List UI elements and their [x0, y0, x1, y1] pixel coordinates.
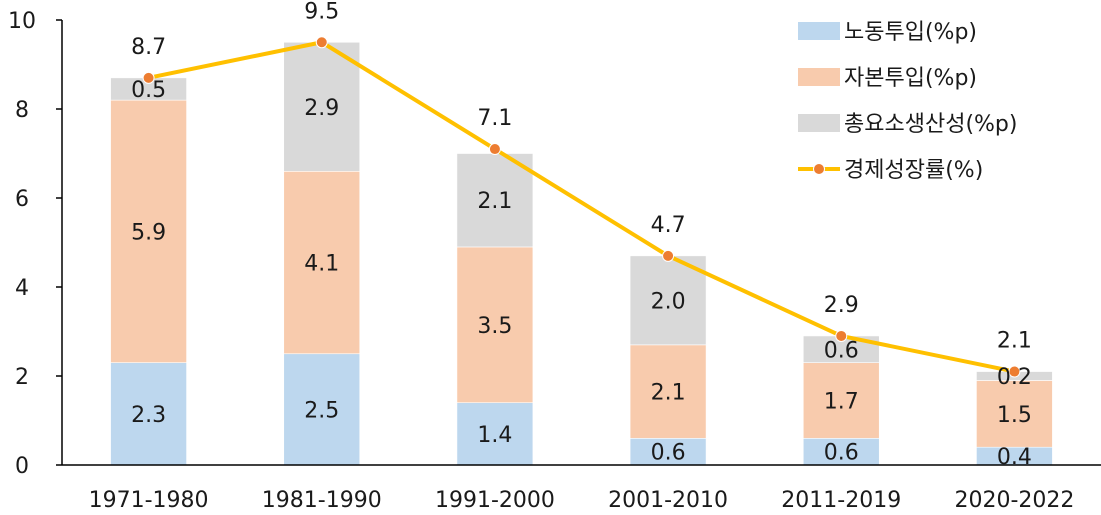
- bar-layer: [110, 41, 1053, 466]
- growth-rate-label-2: 9.5: [304, 0, 339, 24]
- x-tick-label-5: 2011-2019: [781, 488, 901, 513]
- y-tick-label-3: 4: [15, 276, 29, 301]
- growth-rate-line: [148, 40, 1015, 374]
- legend-label-1: 노동투입(%p): [844, 20, 977, 45]
- bar-value-label-3-1: 0.5: [131, 78, 166, 103]
- bar-value-label-3-2: 2.9: [304, 96, 339, 121]
- axes-layer: 0 2 4 6 8 10 1971-1980 1981-1990 1991-2000 2001-2…: [8, 9, 1101, 513]
- bar-segment-2-2: [283, 171, 361, 355]
- legend-label-3: 총요소생산성(%p): [844, 112, 1017, 137]
- legend-swatch-3: [798, 114, 840, 132]
- bar-value-label-2-3: 3.5: [477, 314, 512, 339]
- bar-segment-2-1: [110, 99, 187, 363]
- legend-swatch-1: [798, 22, 840, 40]
- x-tick-label-3: 1991-2000: [435, 488, 555, 513]
- growth-rate-point-2: [315, 36, 328, 49]
- y-tick-label-1: 0: [15, 454, 29, 479]
- bar-segment-3-4: [629, 255, 707, 346]
- bar-value-label-3-4: 2.0: [651, 289, 686, 314]
- bar-segment-2-6: [976, 380, 1053, 448]
- bar-segment-2-4: [629, 344, 707, 439]
- growth-rate-point-3: [488, 143, 501, 156]
- bar-value-label-2-1: 5.9: [131, 220, 166, 245]
- bar-value-label-2-4: 2.1: [651, 381, 686, 406]
- bar-value-label-1-5: 0.6: [824, 441, 859, 466]
- growth-rate-label-6: 2.1: [997, 329, 1032, 354]
- legend-label-4: 경제성장률(%): [844, 158, 983, 183]
- bar-value-label-1-3: 1.4: [477, 423, 512, 448]
- growth-rate-point-6: [1008, 365, 1021, 378]
- bar-segment-3-2: [283, 41, 361, 172]
- y-tick-label-5: 8: [15, 98, 29, 123]
- bar-value-label-1-6: 0.4: [997, 445, 1032, 470]
- legend-marker-swatch: [813, 163, 825, 175]
- growth-rate-point-5: [835, 329, 848, 342]
- x-tick-label-6: 2020-2022: [954, 488, 1074, 513]
- y-tick-label-4: 6: [15, 187, 29, 212]
- data-label-layer: 2.3 2.5 1.4 0.6 0.6 0.4 5.9 4.1 3.5 2.1 1.7 1.5 0.5 2…: [131, 0, 1032, 470]
- bar-value-label-1-1: 2.3: [131, 403, 166, 428]
- bar-segment-1-2: [283, 353, 361, 466]
- bar-segment-1-4: [629, 437, 707, 466]
- growth-rate-point-4: [662, 249, 675, 262]
- growth-rate-label-5: 2.9: [824, 293, 859, 318]
- legend-label-2: 자본투입(%p): [844, 66, 977, 91]
- bar-value-label-2-2: 4.1: [304, 252, 339, 277]
- growth-rate-label-3: 7.1: [477, 106, 512, 131]
- legend-swatch-2: [798, 68, 840, 86]
- bar-segment-3-3: [456, 153, 534, 248]
- y-tick-label-6: 10: [8, 9, 36, 34]
- bar-value-label-3-5: 0.6: [824, 338, 859, 363]
- growth-rate-label-4: 4.7: [651, 213, 686, 238]
- legend: 노동투입(%p) 자본투입(%p) 총요소생산성(%p) 경제성장률(%): [798, 20, 1017, 183]
- bar-value-label-2-5: 1.7: [824, 389, 859, 414]
- bar-segment-2-3: [456, 246, 534, 403]
- x-tick-label-2: 1981-1990: [262, 488, 382, 513]
- x-tick-label-1: 1971-1980: [89, 488, 209, 513]
- bar-value-label-1-4: 0.6: [651, 441, 686, 466]
- line-layer: [142, 36, 1021, 378]
- bar-value-label-1-2: 2.5: [304, 398, 339, 423]
- growth-rate-label-1: 8.7: [131, 35, 166, 60]
- x-tick-label-4: 2001-2010: [608, 488, 728, 513]
- bar-segment-1-1: [110, 362, 187, 466]
- bar-value-label-3-3: 2.1: [477, 189, 512, 214]
- y-tick-label-2: 2: [15, 365, 29, 390]
- bar-value-label-2-6: 1.5: [997, 403, 1032, 428]
- growth-rate-point-1: [142, 71, 155, 84]
- bar-value-label-3-6: 0.2: [997, 365, 1032, 390]
- bar-segment-2-5: [802, 362, 880, 439]
